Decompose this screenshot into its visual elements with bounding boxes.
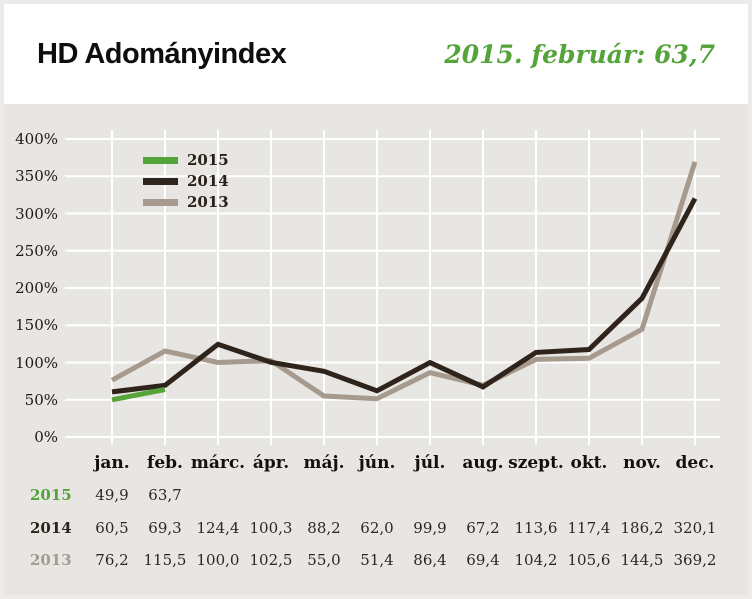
table-cell: 113,6 [514,519,558,537]
table-row-2014: 2014 60,5 69,3 124,4 100,3 88,2 62,0 99,9 67,2 11… [4,519,748,537]
legend-row-2014: 2014 [143,171,229,191]
y-tick-label: 200% [15,279,58,297]
table-cell: 49,9 [95,486,129,504]
x-tick-label: szept. [508,453,564,473]
page-title: HD Adományindex [37,37,287,70]
x-tick-label: jún. [358,453,396,473]
table-year-label: 2014 [30,519,72,537]
y-tick-label: 350% [15,167,58,186]
table-cell: 115,5 [143,551,187,569]
table-cell: 67,2 [466,519,500,537]
legend-swatch-icon [143,177,178,185]
x-tick-label: aug. [462,453,504,473]
legend-label: 2014 [187,172,229,190]
table-cell: 104,2 [514,551,558,569]
y-tick-label: 100% [15,353,58,372]
table-cell: 69,4 [466,551,500,569]
table-cell: 51,4 [360,551,394,569]
chart-svg [65,130,720,445]
table-cell: 63,7 [148,486,182,504]
legend-row-2015: 2015 [143,150,229,170]
y-tick-label: 300% [15,204,58,223]
table-cell: 76,2 [95,551,129,569]
x-tick-label: ápr. [252,453,290,473]
chart-legend: 2015 2014 2013 [143,150,229,213]
table-cell: 88,2 [307,519,341,537]
table-cell: 186,2 [620,519,664,537]
x-tick-label: máj. [303,453,345,473]
table-cell: 55,0 [307,551,341,569]
x-tick-label: júl. [414,453,446,473]
chart-area: 400% 350% 300% 250% 200% 150% 100% 50% 0% 2015 20… [4,104,748,595]
table-cell: 144,5 [620,551,664,569]
y-tick-label: 400% [15,130,58,148]
table-cell: 105,6 [567,551,611,569]
table-cell: 100,3 [249,519,293,537]
table-cell: 100,0 [196,551,240,569]
table-row-2013: 2013 76,2 115,5 100,0 102,5 55,0 51,4 86,4 69,4 1… [4,551,748,569]
series-line-2015 [111,387,166,403]
y-tick-label: 250% [15,241,58,260]
x-tick-label: nov. [623,453,661,473]
header: HD Adományindex 2015. február: 63,7 [4,4,748,104]
header-current-value: 2015. február: 63,7 [444,39,715,69]
series-line-2014 [111,197,698,395]
table-cell: 99,9 [413,519,447,537]
legend-label: 2015 [187,151,229,169]
x-tick-label: okt. [570,453,608,473]
legend-swatch-icon [143,198,178,206]
table-year-label: 2013 [30,551,72,569]
table-row-2015: 2015 49,9 63,7 [4,486,748,504]
x-tick-label: jan. [94,453,130,473]
table-cell: 86,4 [413,551,447,569]
table-cell: 69,3 [148,519,182,537]
series-line-2013 [110,161,698,402]
table-cell: 102,5 [249,551,293,569]
table-cell: 62,0 [360,519,394,537]
x-tick-label: feb. [147,453,183,473]
table-cell: 320,1 [673,519,717,537]
y-tick-label: 150% [15,316,58,335]
table-cell: 117,4 [567,519,611,537]
legend-swatch-icon [143,156,178,164]
table-year-label: 2015 [30,486,72,504]
y-tick-label: 50% [24,390,58,409]
legend-row-2013: 2013 [143,192,229,212]
x-axis-labels: jan. feb. márc. ápr. máj. jún. júl. aug. szept. o… [4,453,748,475]
y-tick-label: 0% [34,428,58,446]
table-cell: 124,4 [196,519,240,537]
table-cell: 369,2 [673,551,717,569]
x-tick-label: márc. [190,453,246,473]
x-tick-label: dec. [675,453,715,473]
legend-label: 2013 [187,193,229,211]
table-cell: 60,5 [95,519,129,537]
